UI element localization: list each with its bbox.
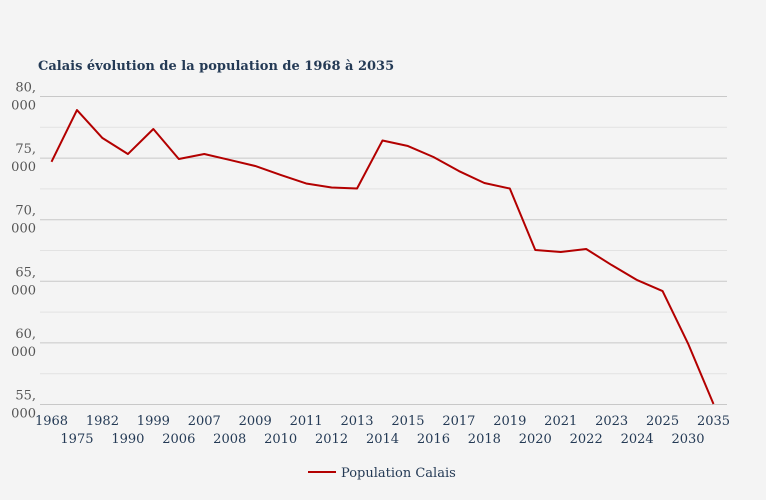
data-point bbox=[508, 187, 512, 191]
series-group bbox=[50, 108, 716, 406]
data-point bbox=[635, 278, 639, 282]
x-tick-label: 2016 bbox=[417, 432, 450, 447]
legend[interactable]: Population Calais bbox=[308, 466, 456, 481]
x-axis-ticks: 1968 1975 1982 1990 1999 2006 2007 2008 2009 2010… bbox=[35, 414, 730, 447]
y-tick-label: 000 bbox=[11, 222, 36, 237]
x-tick-label: 2015 bbox=[391, 414, 424, 429]
x-tick-label: 1999 bbox=[137, 414, 170, 429]
x-tick-label: 2010 bbox=[264, 432, 297, 447]
data-point bbox=[253, 164, 257, 168]
data-point bbox=[304, 181, 308, 185]
x-tick-label: 2030 bbox=[671, 432, 704, 447]
x-tick-label: 2008 bbox=[213, 432, 246, 447]
x-tick-label: 2007 bbox=[188, 414, 221, 429]
y-tick-label: 000 bbox=[11, 160, 36, 175]
chart-title: Calais évolution de la population de 196… bbox=[38, 59, 394, 74]
gridlines bbox=[40, 96, 727, 405]
y-tick-label: 80, bbox=[15, 81, 36, 96]
x-tick-label: 2023 bbox=[595, 414, 628, 429]
y-tick-label: 60, bbox=[15, 327, 36, 342]
legend-label[interactable]: Population Calais bbox=[341, 466, 456, 481]
x-tick-label: 2014 bbox=[366, 432, 399, 447]
data-point bbox=[75, 108, 79, 112]
y-tick-label: 000 bbox=[11, 99, 36, 114]
x-tick-label: 2019 bbox=[493, 414, 526, 429]
x-tick-label: 2020 bbox=[519, 432, 552, 447]
data-point bbox=[355, 187, 359, 191]
y-tick-label: 000 bbox=[11, 283, 36, 298]
data-point bbox=[202, 152, 206, 156]
data-point bbox=[100, 136, 104, 140]
data-point bbox=[661, 289, 665, 293]
data-point bbox=[457, 169, 461, 173]
x-tick-label: 1982 bbox=[86, 414, 119, 429]
y-tick-label: 000 bbox=[11, 345, 36, 360]
x-tick-label: 1968 bbox=[35, 414, 68, 429]
data-point bbox=[228, 158, 232, 162]
data-point bbox=[482, 181, 486, 185]
y-axis-ticks: 80, 000 75, 000 70, 000 65, 000 60, 000 55, 000 bbox=[11, 81, 36, 422]
data-point bbox=[50, 160, 54, 164]
y-tick-label: 75, bbox=[15, 142, 36, 157]
y-tick-label: 55, bbox=[15, 389, 36, 404]
data-point bbox=[177, 157, 181, 161]
data-point bbox=[610, 263, 614, 267]
x-tick-label: 2017 bbox=[442, 414, 475, 429]
data-point bbox=[533, 248, 537, 252]
y-tick-label: 000 bbox=[11, 407, 36, 422]
x-tick-label: 2013 bbox=[340, 414, 373, 429]
x-tick-label: 2011 bbox=[290, 414, 323, 429]
data-point bbox=[559, 250, 563, 254]
y-tick-label: 70, bbox=[15, 204, 36, 219]
y-tick-label: 65, bbox=[15, 265, 36, 280]
series-line bbox=[50, 109, 715, 405]
x-tick-label: 2006 bbox=[162, 432, 195, 447]
x-tick-label: 1990 bbox=[111, 432, 144, 447]
x-tick-label: 2025 bbox=[646, 414, 679, 429]
data-point bbox=[151, 127, 155, 131]
x-tick-label: 2018 bbox=[468, 432, 501, 447]
data-point bbox=[330, 186, 334, 190]
data-point bbox=[712, 402, 716, 406]
x-tick-label: 1975 bbox=[60, 432, 93, 447]
x-tick-label: 2012 bbox=[315, 432, 348, 447]
data-point bbox=[431, 155, 435, 159]
data-point bbox=[381, 138, 385, 142]
x-tick-label: 2021 bbox=[544, 414, 577, 429]
data-point bbox=[279, 173, 283, 177]
data-point bbox=[126, 152, 130, 156]
x-tick-label: 2024 bbox=[621, 432, 654, 447]
data-point bbox=[406, 144, 410, 148]
data-point bbox=[584, 247, 588, 251]
data-point bbox=[686, 342, 690, 346]
x-tick-label: 2009 bbox=[239, 414, 272, 429]
x-tick-label: 2022 bbox=[570, 432, 603, 447]
x-tick-label: 2035 bbox=[697, 414, 730, 429]
